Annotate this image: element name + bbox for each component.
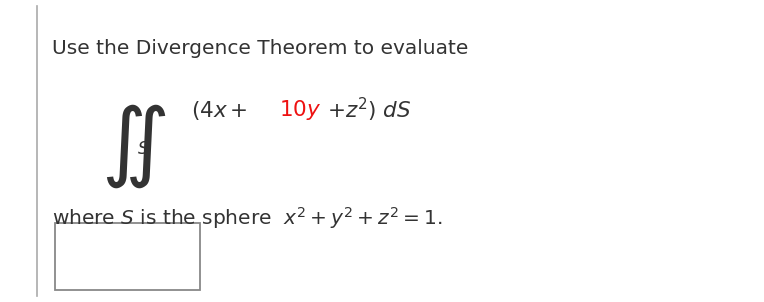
Text: $\iint$: $\iint$: [101, 103, 167, 190]
Text: $\mathit{S}$: $\mathit{S}$: [137, 140, 149, 159]
Text: where $\mathit{S}$ is the sphere  $x^2 + y^2 + z^2 = 1.$: where $\mathit{S}$ is the sphere $x^2 + …: [52, 205, 442, 231]
Text: $10y$: $10y$: [279, 98, 321, 122]
Text: Use the Divergence Theorem to evaluate: Use the Divergence Theorem to evaluate: [52, 39, 468, 58]
Text: $+ z^2)\ dS$: $+ z^2)\ dS$: [327, 96, 412, 124]
Text: $(4x + $: $(4x + $: [191, 99, 248, 122]
FancyBboxPatch shape: [55, 223, 200, 290]
